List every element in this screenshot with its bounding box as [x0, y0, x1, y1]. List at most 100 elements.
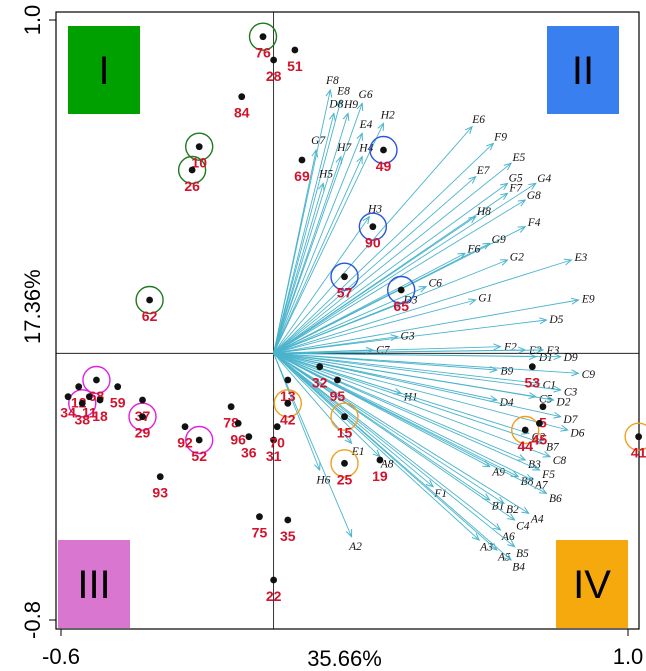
vector-label-G2: G2 — [510, 251, 524, 263]
vector-F6 — [273, 253, 465, 354]
vector-C2 — [273, 352, 529, 433]
vector-label-B3: B3 — [528, 459, 541, 471]
vector-label-F8: F8 — [325, 75, 339, 87]
y-tick-label: 1.0 — [20, 5, 45, 36]
vector-C8 — [273, 352, 550, 456]
point-label-57: 57 — [337, 285, 353, 301]
vector-label-F9: F9 — [493, 131, 507, 143]
vector-label-B5: B5 — [516, 548, 529, 560]
point-76 — [259, 33, 267, 41]
point-label-76: 76 — [255, 45, 271, 61]
point-label-5: 5 — [539, 415, 547, 431]
vector-label-E9: E9 — [581, 293, 595, 305]
quadrant-III-box — [58, 540, 130, 628]
point-label-53: 53 — [525, 375, 541, 391]
vector-label-G8: G8 — [527, 190, 541, 202]
point-label-93: 93 — [152, 485, 168, 501]
point-52 — [195, 436, 203, 444]
point-25 — [341, 459, 348, 467]
vector-H5 — [273, 183, 324, 354]
point-35 — [284, 516, 292, 524]
vector-label-B2: B2 — [506, 504, 519, 516]
vector-H4 — [273, 157, 363, 354]
group-circle-10 — [185, 132, 214, 161]
point-label-65: 65 — [393, 298, 409, 314]
point-22 — [270, 576, 278, 584]
vector-label-E8: E8 — [336, 85, 350, 97]
point-18 — [96, 396, 104, 404]
vector-label-E7: E7 — [476, 165, 491, 177]
axes-layer: -0.6 1.0 1.0 -0.8 35.66% 17.36% — [20, 5, 643, 671]
group-circle-25 — [330, 449, 359, 478]
point-49 — [380, 146, 387, 154]
vector-label-D4: D4 — [499, 397, 514, 409]
quadrant-IV-box — [556, 540, 628, 628]
point-51 — [291, 46, 299, 54]
vector-A8 — [273, 353, 380, 456]
point-68 — [93, 376, 100, 384]
group-circle-38 — [68, 389, 97, 418]
point-label-11: 11 — [82, 405, 97, 421]
point-26 — [188, 166, 196, 174]
vector-G4 — [273, 183, 536, 354]
vector-label-F5: F5 — [541, 469, 555, 481]
y-tick-label: -0.8 — [20, 601, 45, 639]
point-65 — [397, 286, 405, 294]
point-36 — [245, 433, 253, 441]
vector-D8 — [273, 113, 334, 354]
vector-label-B4: B4 — [512, 562, 525, 574]
point-label-78: 78 — [223, 415, 239, 431]
vector-label-C1: C1 — [543, 379, 556, 391]
group-circle-57 — [330, 262, 359, 291]
vector-label-G6: G6 — [359, 89, 373, 101]
point-label-32: 32 — [312, 375, 328, 391]
vector-B4 — [273, 352, 511, 560]
points-layer: 7628518410266949905765626859123438111837… — [60, 33, 646, 604]
quadrant-II-box — [547, 26, 619, 114]
point-label-45: 45 — [532, 431, 548, 447]
point-31 — [270, 436, 278, 444]
group-circle-65 — [387, 275, 416, 305]
point-label-92: 92 — [177, 435, 193, 451]
group-circle-68 — [82, 365, 111, 395]
vector-D3 — [273, 303, 402, 354]
point-75 — [256, 513, 263, 521]
vector-E8 — [273, 100, 341, 354]
vector-label-A9: A9 — [491, 466, 505, 478]
point-34 — [64, 393, 72, 401]
vector-label-H2: H2 — [380, 109, 395, 121]
point-label-42: 42 — [280, 411, 296, 427]
vector-A7 — [273, 352, 533, 480]
vector-label-F7: F7 — [508, 183, 523, 195]
vector-H2 — [273, 123, 384, 354]
point-19 — [376, 456, 384, 464]
group-circle-52 — [185, 425, 214, 455]
point-label-70: 70 — [269, 435, 285, 451]
point-5 — [539, 403, 547, 411]
point-label-31: 31 — [266, 448, 282, 464]
point-label-18: 18 — [92, 408, 108, 424]
vector-C9 — [273, 352, 579, 373]
point-29 — [139, 413, 146, 421]
vector-label-C3: C3 — [564, 386, 578, 398]
quadrant-I-box — [68, 26, 140, 114]
point-label-95: 95 — [330, 388, 346, 404]
vector-C6 — [273, 287, 426, 354]
vector-label-A8: A8 — [380, 459, 394, 471]
point-label-15: 15 — [337, 425, 353, 441]
vector-C3 — [273, 352, 561, 390]
vector-E4 — [273, 133, 363, 354]
vector-label-E4: E4 — [359, 119, 373, 131]
vector-label-H7: H7 — [336, 142, 352, 154]
vector-D5 — [273, 320, 547, 354]
group-circle-44 — [511, 415, 540, 445]
point-label-13: 13 — [280, 388, 296, 404]
point-62 — [146, 296, 153, 304]
vector-label-C6: C6 — [428, 278, 442, 290]
x-tick-label: -0.6 — [42, 644, 80, 669]
vector-label-E3: E3 — [573, 252, 587, 264]
vector-label-A2: A2 — [348, 541, 362, 553]
group-circle-42 — [273, 389, 302, 418]
point-label-51: 51 — [287, 58, 303, 74]
vector-H8 — [273, 217, 476, 354]
